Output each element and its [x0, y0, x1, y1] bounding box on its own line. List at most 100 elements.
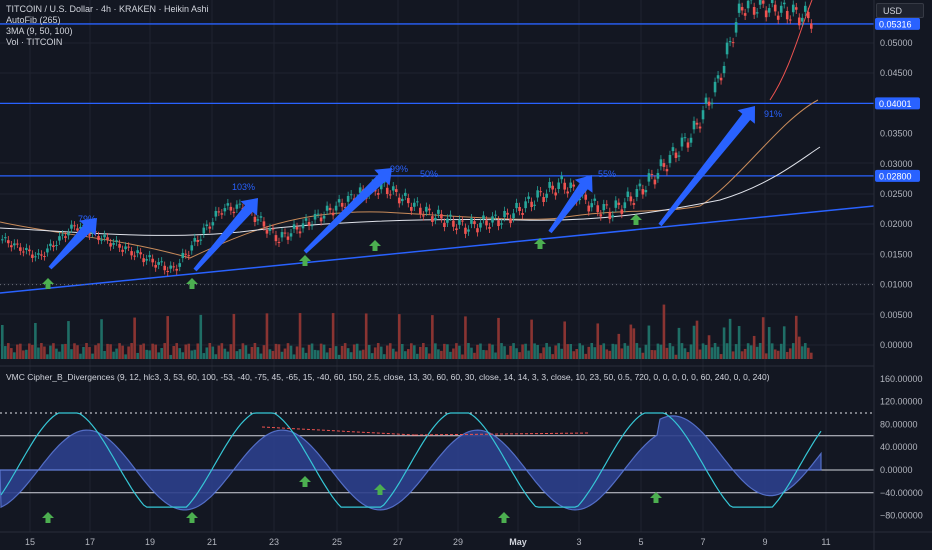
candle[interactable]	[611, 215, 615, 218]
candle[interactable]	[61, 234, 64, 236]
candle[interactable]	[533, 204, 536, 206]
trend-arrow[interactable]	[193, 198, 258, 272]
candle[interactable]	[617, 202, 621, 205]
candle[interactable]	[220, 213, 224, 215]
indicator-3ma[interactable]: 3MA (9, 50, 100)	[6, 26, 73, 36]
candle[interactable]	[671, 147, 675, 152]
candle[interactable]	[770, 0, 774, 4]
candle[interactable]	[509, 218, 512, 224]
candle[interactable]	[731, 42, 735, 44]
candle[interactable]	[145, 259, 148, 261]
candle[interactable]	[539, 191, 542, 193]
candle[interactable]	[659, 159, 663, 167]
candle[interactable]	[737, 3, 741, 13]
candle[interactable]	[76, 228, 79, 231]
trend-arrow[interactable]	[658, 106, 755, 227]
candle[interactable]	[779, 5, 783, 13]
candle[interactable]	[193, 238, 197, 242]
candle[interactable]	[803, 5, 807, 12]
candle[interactable]	[518, 206, 521, 212]
candle[interactable]	[701, 110, 705, 120]
candle[interactable]	[560, 175, 563, 180]
candle[interactable]	[274, 235, 278, 242]
candle[interactable]	[716, 75, 720, 79]
candle[interactable]	[434, 217, 437, 220]
candle[interactable]	[563, 182, 566, 190]
candle[interactable]	[440, 214, 443, 219]
candle[interactable]	[121, 249, 124, 252]
candle[interactable]	[782, 2, 786, 5]
candle[interactable]	[25, 247, 28, 251]
level-price-tag[interactable]	[875, 169, 920, 182]
candle[interactable]	[202, 227, 206, 234]
candle[interactable]	[578, 198, 582, 201]
candle[interactable]	[488, 227, 491, 229]
candle[interactable]	[806, 11, 810, 19]
candle[interactable]	[662, 163, 666, 167]
candle[interactable]	[590, 203, 594, 208]
candle[interactable]	[307, 222, 311, 226]
candle[interactable]	[593, 198, 597, 201]
buy-signal-icon[interactable]	[534, 238, 546, 249]
candle[interactable]	[178, 263, 182, 267]
candle[interactable]	[175, 268, 179, 271]
candle[interactable]	[292, 224, 296, 229]
candle[interactable]	[692, 120, 696, 130]
candle[interactable]	[265, 230, 269, 234]
candle[interactable]	[548, 182, 551, 188]
candle[interactable]	[271, 228, 275, 230]
candle[interactable]	[656, 173, 660, 179]
candle[interactable]	[746, 0, 750, 9]
candle[interactable]	[103, 234, 106, 238]
candle[interactable]	[379, 183, 383, 190]
candle[interactable]	[133, 255, 136, 257]
candle[interactable]	[467, 229, 470, 232]
candle[interactable]	[160, 261, 163, 263]
candle[interactable]	[422, 215, 425, 217]
candle[interactable]	[425, 206, 428, 212]
candle[interactable]	[142, 258, 145, 263]
candle[interactable]	[172, 266, 176, 268]
buy-signal-icon[interactable]	[630, 214, 642, 225]
level-price-tag[interactable]	[875, 17, 920, 30]
candle[interactable]	[232, 211, 236, 214]
candle[interactable]	[385, 187, 389, 195]
candle[interactable]	[644, 190, 648, 193]
candle[interactable]	[148, 255, 151, 258]
candle[interactable]	[725, 42, 729, 55]
candle[interactable]	[109, 243, 112, 247]
candle[interactable]	[70, 224, 73, 229]
candle[interactable]	[346, 195, 350, 202]
candle[interactable]	[97, 236, 100, 241]
candle[interactable]	[130, 251, 133, 256]
candle[interactable]	[319, 217, 323, 222]
candle[interactable]	[512, 213, 515, 219]
candle[interactable]	[22, 251, 25, 253]
candle[interactable]	[797, 17, 801, 26]
candle[interactable]	[776, 15, 780, 20]
candle[interactable]	[707, 101, 711, 106]
candle[interactable]	[376, 193, 380, 195]
candle[interactable]	[256, 219, 260, 221]
candle[interactable]	[476, 228, 479, 233]
candle[interactable]	[301, 223, 305, 229]
candle[interactable]	[638, 183, 642, 187]
candle[interactable]	[683, 137, 687, 139]
candle[interactable]	[755, 12, 759, 14]
candle[interactable]	[286, 236, 290, 240]
candle[interactable]	[277, 241, 281, 243]
candle[interactable]	[485, 220, 488, 226]
indicator-volume[interactable]: Vol · TITCOIN	[6, 37, 63, 47]
candle[interactable]	[49, 243, 52, 247]
candle[interactable]	[343, 207, 347, 209]
candle[interactable]	[764, 10, 768, 18]
candle[interactable]	[64, 236, 67, 238]
candle[interactable]	[794, 7, 798, 10]
candle[interactable]	[809, 23, 813, 29]
candle[interactable]	[527, 196, 530, 199]
candle[interactable]	[800, 17, 804, 22]
candle[interactable]	[52, 245, 55, 248]
candle[interactable]	[491, 216, 494, 223]
candle[interactable]	[506, 212, 509, 215]
candle[interactable]	[58, 236, 61, 241]
